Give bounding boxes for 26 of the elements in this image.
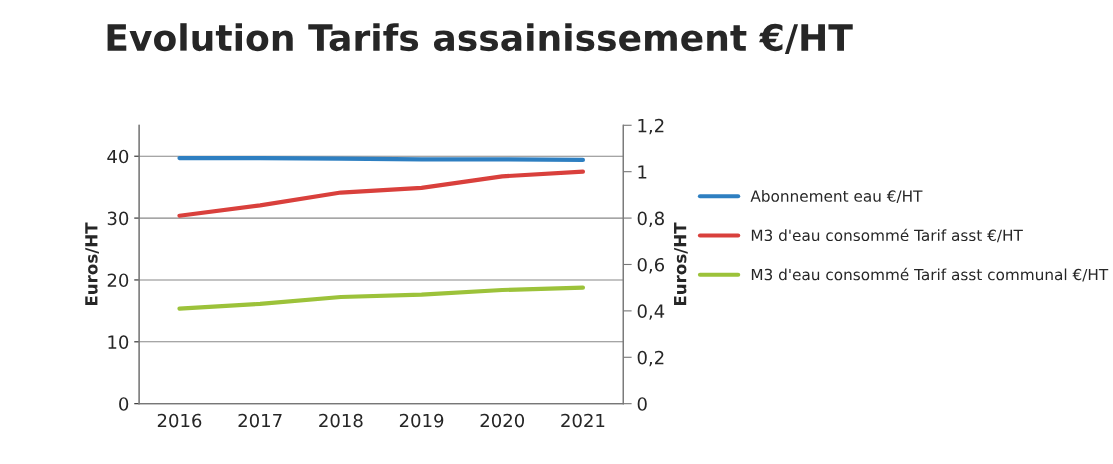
line-series [177,285,586,311]
legend-label: Abonnement eau €/HT [750,190,923,204]
y-tick-label: 20 [107,273,129,288]
x-tick-label: 2020 [480,413,525,428]
y-tick-label: 0 [119,397,129,411]
y2-tick-label: 0,8 [637,211,664,228]
legend-label: M3 d'eau consommé Tarif asst communal €/HT [751,267,1109,282]
y2-tick-label: 0,6 [637,257,665,274]
y-tick-label: 30 [107,211,129,226]
line-series [177,169,586,218]
y2-tick-label: 0,4 [637,304,665,320]
y2-tick-label: 0,2 [637,350,664,367]
y-tick-label: 10 [108,335,129,349]
y-tick-label: 40 [107,149,129,164]
y2-tick-label: 1,2 [638,118,664,135]
x-tick-label: 2017 [238,413,282,428]
x-tick-label: 2016 [157,413,202,428]
y-axis-title: Euros/HT [85,222,99,306]
x-tick-label: 2018 [319,413,363,428]
x-tick-label: 2021 [561,413,605,428]
legend-label: M3 d'eau consommé Tarif asst €/HT [751,228,1023,243]
chart-title: Evolution Tarifs assainissement €/HT [107,23,853,54]
x-tick-label: 2019 [399,413,444,428]
y2-tick-label: 1 [638,165,647,179]
y2-axis-title: Euros/HT [674,222,688,306]
y2-tick-label: 0 [637,397,647,411]
